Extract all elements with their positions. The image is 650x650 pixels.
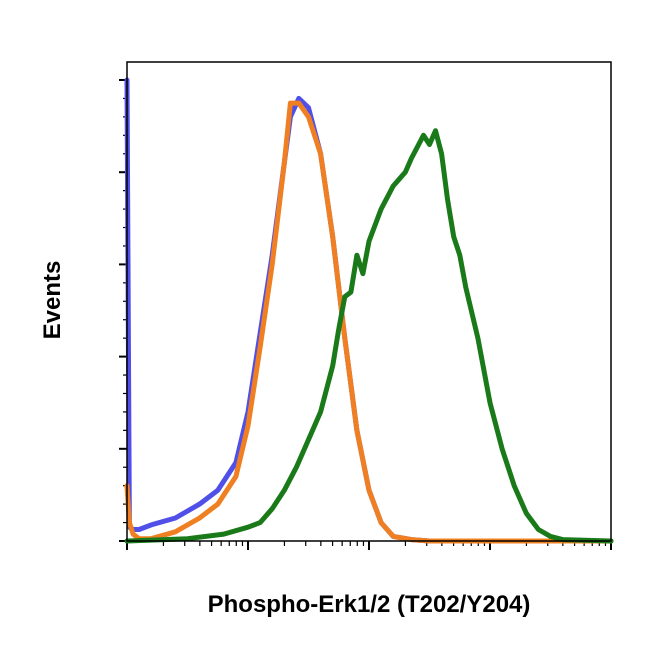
- plot-frame: [126, 61, 612, 542]
- histogram-curves: [124, 77, 614, 544]
- histogram-series-3: [124, 128, 614, 544]
- x-axis-label: Phospho-Erk1/2 (T202/Y204): [208, 591, 531, 618]
- histogram-series-2: [124, 100, 614, 544]
- y-axis-label: Events: [39, 261, 66, 340]
- histogram-series-1: [124, 77, 614, 544]
